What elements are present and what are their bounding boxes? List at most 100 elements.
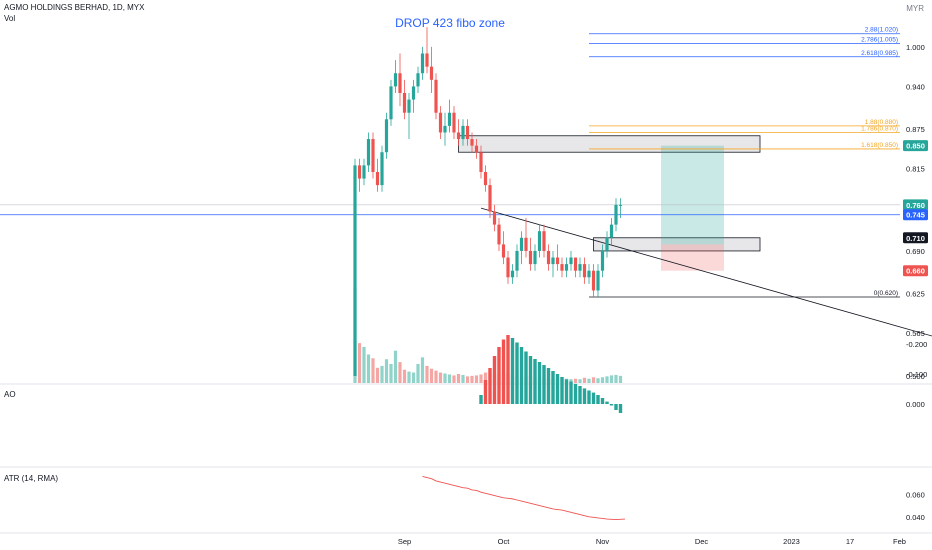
candle-body (416, 73, 420, 87)
atr-tick-label: 0.040 (906, 513, 925, 522)
volume-bar (452, 375, 456, 383)
ao-bar (618, 404, 623, 413)
candle-body (479, 152, 483, 172)
price-label-bg (903, 199, 928, 211)
volume-bar (398, 362, 402, 383)
ao-bar (605, 401, 609, 404)
ao-bar (542, 365, 546, 404)
volume-bar (582, 377, 587, 383)
ao-bar (533, 359, 537, 404)
ao-bar (578, 386, 582, 404)
candle-body (600, 250, 605, 271)
fib-level-label: 2.786(1.005) (861, 37, 898, 44)
candle-body (618, 204, 623, 206)
volume-bar (483, 372, 488, 383)
candles (353, 27, 623, 376)
candle-body (537, 231, 542, 251)
candle-body (488, 185, 492, 212)
ao-bar (551, 371, 555, 404)
volume-bar (479, 374, 483, 383)
candle-body (609, 224, 614, 238)
fib-level-label: 1.88(0.880) (865, 119, 898, 126)
candle-body (393, 73, 398, 87)
candle-body (551, 257, 555, 265)
volume-bars (353, 288, 623, 383)
fib-level-label: 0(0.620) (874, 290, 898, 297)
atr-series-line (422, 476, 626, 521)
position-stop-area (661, 244, 724, 271)
candle-body (564, 264, 569, 271)
candle-body (605, 237, 609, 251)
fib-level-label: 1.786(0.870) (861, 125, 898, 132)
ao-bar (546, 368, 551, 404)
volume-bar (587, 378, 591, 383)
price-tick-label: 0.815 (906, 165, 925, 174)
volume-bar (429, 368, 434, 383)
price-tick-label: 0.940 (906, 82, 925, 91)
ao-bar (488, 368, 492, 404)
candle-body (398, 73, 402, 93)
price-label: 0.660 (906, 267, 925, 276)
volume-bar (609, 375, 614, 383)
volume-bar (456, 373, 461, 383)
ao-tick-label: 0.000 (906, 400, 925, 409)
ao-bar (609, 404, 614, 406)
position-target-area (661, 145, 724, 245)
candle-body (411, 86, 416, 100)
volume-bar (366, 354, 371, 383)
chart-title: DROP 423 fibo zone (395, 16, 505, 30)
candle-body (501, 244, 506, 258)
volume-bar (470, 375, 474, 383)
time-tick-label: Feb (893, 537, 906, 546)
ao-bar (573, 383, 578, 404)
volume-bar (438, 372, 443, 383)
candle-body (582, 264, 587, 278)
candle-body (573, 257, 578, 271)
candle-body (389, 86, 393, 120)
volume-bar (407, 371, 411, 383)
currency-label: MYR (906, 4, 924, 13)
candle-body (353, 165, 357, 376)
ao-bar (596, 395, 600, 404)
price-label-bg (903, 140, 928, 152)
trendline (480, 207, 932, 337)
volume-bar (596, 378, 600, 383)
grid (0, 383, 932, 534)
volume-bar (357, 343, 362, 383)
volume-bar (443, 373, 447, 383)
price-label-bg (903, 265, 928, 277)
price-label-bg (903, 232, 928, 244)
candle-body (560, 264, 564, 271)
volume-bar (362, 346, 366, 383)
volume-bar (591, 377, 596, 383)
volume-bar (465, 376, 470, 383)
candle-body (596, 270, 600, 291)
volume-bar (380, 365, 384, 383)
candle-body (375, 171, 380, 186)
candle-body (465, 125, 470, 140)
atr-label: ATR (14, RMA) (4, 474, 58, 483)
volume-bar (402, 369, 407, 383)
price-label: 0.745 (906, 211, 925, 220)
candle-body (492, 211, 497, 225)
candle-body (447, 112, 452, 126)
price-label-bg (903, 209, 928, 221)
candle-body (456, 132, 461, 140)
ao-bar (506, 335, 510, 404)
candle-body (429, 66, 434, 80)
candle-body (407, 99, 411, 113)
volume-label: Vol (4, 14, 16, 23)
ao-bar (497, 347, 501, 404)
volume-bar (375, 367, 380, 383)
axes: 1.0000.9400.8750.8150.7500.6900.6250.565… (398, 43, 928, 546)
ao-bar (560, 377, 564, 404)
ao-bar (524, 351, 528, 404)
volume-bar (578, 379, 582, 383)
ao-bar (519, 347, 524, 404)
ao-bar (483, 380, 488, 404)
fib-level-label: 1.618(0.850) (861, 142, 898, 149)
price-label: 0.760 (906, 201, 925, 210)
time-tick-label: Nov (596, 537, 610, 546)
volume-bar (384, 359, 389, 383)
